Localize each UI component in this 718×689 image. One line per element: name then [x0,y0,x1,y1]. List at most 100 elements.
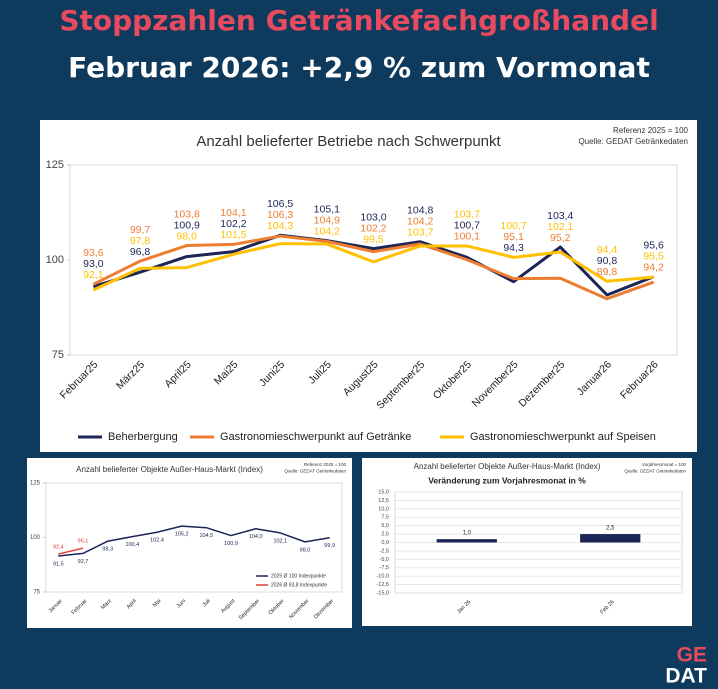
value-label: 103,7 [407,227,433,239]
line-series [58,525,330,557]
value-label: 2,5 [606,526,615,532]
logo-bottom: DAT [665,665,707,688]
page-subtitle: Februar 2026: +2,9 % zum Vormonat [68,51,650,84]
value-label: 104,3 [267,220,293,232]
y-tick-label: -5,0 [380,557,389,563]
value-label: 94,2 [643,262,664,274]
value-label: 104,0 [249,534,263,540]
x-tick-label: Juli [202,598,212,608]
value-label: 103,8 [174,208,200,220]
value-label: 93,6 [83,247,104,259]
value-label: 91,5 [53,561,64,567]
legend-label: Gastronomieschwerpunkt auf Getränke [220,431,411,443]
value-label: 92,4 [53,545,64,551]
value-label: 98,0 [177,230,198,242]
value-label: 95,2 [550,232,571,244]
chart-title: Anzahl belieferter Betriebe nach Schwerp… [196,133,501,150]
y-tick-label: 75 [52,349,64,361]
bar [436,539,497,543]
value-label: 97,8 [130,235,151,247]
value-label: 100,1 [454,231,480,243]
y-tick-label: -15,0 [376,590,389,596]
value-label: 100,9 [174,219,200,231]
value-label: 99,5 [363,233,384,245]
value-label: 95,5 [643,251,664,263]
x-tick-label: Mai [152,598,163,609]
value-label: 105,1 [314,203,340,215]
value-label: 93,0 [83,258,104,270]
value-label: 103,0 [360,211,386,223]
y-tick-label: 5,0 [381,523,389,529]
y-tick-label: 10,0 [378,506,389,512]
value-label: 102,2 [360,222,386,234]
value-label: 104,1 [220,207,246,219]
value-label: 103,7 [454,209,480,221]
value-label: 99,7 [130,224,151,236]
y-tick-label: 125 [46,159,64,171]
value-label: 100,7 [500,220,526,232]
line-series [92,233,655,297]
value-label: 95,1 [503,231,524,243]
y-tick-label: 100 [30,535,41,541]
value-label: 101,5 [220,229,246,241]
value-label: 98,0 [300,547,311,553]
value-label: 104,5 [199,533,213,539]
legend-label: 2025 Ø 100 Indexpunkte [271,573,326,579]
value-label: 100,9 [224,541,238,547]
y-tick-label: 12,5 [378,498,389,504]
y-tick-label: 7,5 [381,515,389,521]
page-title: Stoppzahlen Getränkefachgroßhandel [59,4,658,37]
value-label: 92,1 [83,269,104,281]
chart-panel [27,458,352,628]
value-label: 100,7 [454,220,480,232]
line-series [92,242,654,292]
value-label: 96,8 [130,246,151,258]
chart-note: Referenz 2025 = 100 [304,462,347,467]
value-label: 90,8 [597,255,618,267]
chart-source: Quelle: GEDAT Getränkedaten [624,468,686,473]
value-label: 106,3 [267,209,293,221]
value-label: 94,4 [597,244,618,256]
y-tick-label: 15,0 [378,489,389,495]
y-tick-label: -12,5 [376,582,389,588]
line-series [92,234,655,301]
value-label: 102,1 [547,221,573,233]
value-label: 102,2 [220,218,246,230]
value-label: 106,5 [267,198,293,210]
y-tick-label: 0,0 [381,540,389,546]
y-tick-label: -7,5 [380,565,389,571]
chart-note: Vorjahresmonat = 100 [642,462,687,467]
y-tick-label: 100 [46,254,64,266]
chart-source: Quelle: GEDAT Getränkedaten [284,468,346,473]
bar [580,534,641,543]
line-series [58,547,84,555]
chart-note: Referenz 2025 = 100 [613,126,688,135]
chart-title: Anzahl belieferter Objekte Außer-Haus-Ma… [76,465,263,474]
value-label: 94,3 [503,242,524,254]
logo-top: GE [677,644,707,667]
value-label: 100,4 [125,542,139,548]
chart-subtitle: Veränderung zum Vorjahresmonat in % [428,475,586,485]
legend-label: 2026 Ø 93,8 Indexpunkte [271,582,327,588]
y-tick-label: 125 [30,481,41,487]
x-tick-label: Juni [176,598,187,609]
chart-title: Anzahl belieferter Objekte Außer-Haus-Ma… [414,462,601,471]
value-label: 103,4 [547,210,573,222]
y-tick-label: -2,5 [380,548,389,554]
value-label: 102,1 [273,538,287,544]
value-label: 104,2 [407,216,433,228]
value-label: 92,7 [78,559,89,565]
value-label: 89,8 [597,266,618,278]
y-tick-label: 2,5 [381,532,389,538]
y-tick-label: 75 [33,590,40,596]
legend-label: Gastronomieschwerpunkt auf Speisen [470,431,656,443]
value-label: 102,4 [150,538,164,544]
chart-source: Quelle: GEDAT Getränkedaten [578,137,688,146]
value-label: 105,2 [175,532,189,538]
value-label: 1,0 [463,531,472,537]
y-tick-label: -10,0 [376,574,389,580]
value-label: 104,9 [314,214,340,226]
value-label: 104,2 [314,225,340,237]
